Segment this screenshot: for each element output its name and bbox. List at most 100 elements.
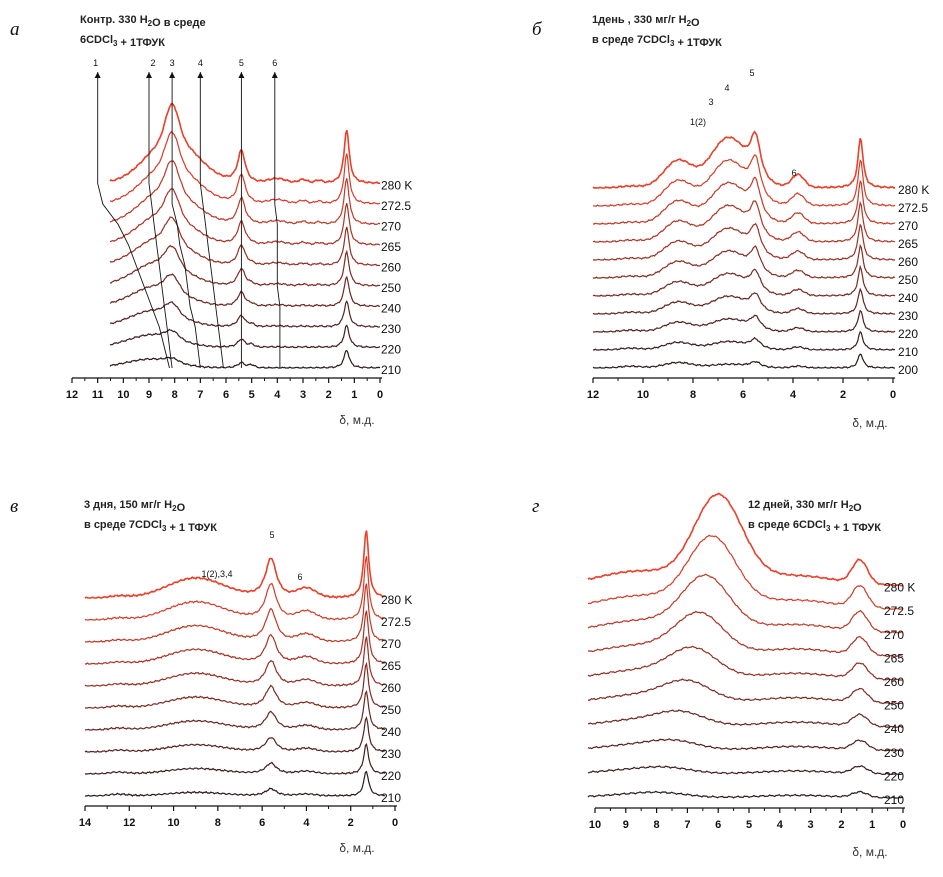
x-tick-label: 14 xyxy=(79,817,92,829)
spectrum-trace xyxy=(592,130,896,189)
peak-label: 1 xyxy=(93,58,98,68)
peak-label: 5 xyxy=(269,530,274,540)
panel-g: г 12 дней, 330 мг/г H2O в среде 6CDCl3 + 1… xyxy=(532,492,915,859)
temperature-label: 272.5 xyxy=(381,615,411,629)
x-tick-label: 4 xyxy=(790,389,797,401)
spectrum-trace xyxy=(587,709,904,728)
spectrum-trace xyxy=(587,610,904,658)
peak-arrow xyxy=(97,72,170,369)
x-tick-label: 8 xyxy=(172,389,178,401)
temperature-label: 265 xyxy=(381,240,401,254)
temperature-label: 250 xyxy=(381,281,401,295)
spectrum-trace xyxy=(587,492,904,587)
temperature-label: 220 xyxy=(898,327,918,341)
arrow-head xyxy=(271,72,278,78)
spectrum-trace xyxy=(592,200,896,243)
peak-label: 6 xyxy=(272,58,277,68)
peak-label: 6 xyxy=(297,572,302,582)
spectrum-trace xyxy=(592,264,896,297)
spectrum-trace xyxy=(84,689,386,731)
peak-label: 4 xyxy=(198,58,203,68)
spectrum-trace xyxy=(593,243,896,279)
x-tick-label: 10 xyxy=(637,389,649,401)
x-tick-label: 12 xyxy=(123,817,135,829)
arrow-head xyxy=(146,72,152,78)
x-tick-label: 0 xyxy=(900,819,906,831)
panel-v: в 3 дня, 150 мг/г H2O в среде 7CDCl3 + 1 Т… xyxy=(10,496,412,855)
peak-arrow xyxy=(148,72,173,369)
x-tick-label: 9 xyxy=(146,389,152,401)
temperature-label: 270 xyxy=(381,220,401,234)
panel-header-line: 12 дней, 330 мг/г H2O xyxy=(748,499,862,514)
arrow-head xyxy=(94,72,101,78)
spectrum-trace xyxy=(587,645,903,681)
x-tick-label: 0 xyxy=(377,389,383,401)
spectrum-trace xyxy=(587,765,904,776)
temperature-label: 230 xyxy=(381,322,401,336)
temperature-label: 240 xyxy=(381,725,401,739)
temperature-label: 210 xyxy=(898,345,918,359)
temperature-label: 265 xyxy=(381,659,401,673)
x-tick-label: 2 xyxy=(838,819,844,831)
x-tick-label: 12 xyxy=(587,389,599,401)
x-tick-label: 1 xyxy=(869,819,875,831)
panel-letter: в xyxy=(10,496,18,517)
x-axis-label: δ, м.д. xyxy=(339,413,374,427)
temperature-label: 260 xyxy=(884,675,904,689)
panel-header-line: в среде 6CDCl3 + 1 ТФУК xyxy=(748,519,881,534)
x-tick-label: 11 xyxy=(92,389,104,401)
spectrum-trace xyxy=(84,716,386,753)
spectrum-trace xyxy=(109,160,381,226)
x-tick-label: 8 xyxy=(690,389,696,401)
x-tick-label: 5 xyxy=(249,389,255,401)
arrow-head xyxy=(197,72,204,78)
spectrum-trace xyxy=(109,349,381,369)
x-tick-label: 2 xyxy=(840,389,846,401)
x-tick-label: 1 xyxy=(351,389,357,401)
panel-letter: а xyxy=(10,19,20,40)
temperature-label: 272.5 xyxy=(381,199,411,213)
spectrum-trace xyxy=(85,770,386,797)
x-tick-label: 12 xyxy=(66,389,78,401)
x-tick-label: 3 xyxy=(300,389,306,401)
peak-label: 5 xyxy=(749,68,754,78)
x-tick-label: 0 xyxy=(890,389,896,401)
panel-b: б 1день , 330 мг/г H2O в среде 7CDCl3 + 1Т… xyxy=(532,14,929,430)
arrow-head xyxy=(238,72,245,78)
x-tick-label: 8 xyxy=(654,819,660,831)
x-tick-label: 4 xyxy=(777,819,784,831)
x-tick-label: 7 xyxy=(197,389,203,401)
peak-arrow xyxy=(171,72,201,369)
spectrum-trace xyxy=(84,661,386,709)
x-tick-label: 6 xyxy=(223,389,229,401)
spectrum-trace xyxy=(587,534,904,610)
spectrum-trace xyxy=(592,287,895,315)
x-tick-label: 7 xyxy=(684,819,690,831)
temperature-label: 260 xyxy=(381,261,401,275)
peak-arrow xyxy=(274,72,281,368)
spectrum-trace xyxy=(84,742,386,775)
spectrum-trace xyxy=(109,324,381,349)
panel-header-line: 6CDCl3 + 1ТФУК xyxy=(80,34,165,49)
temperature-label: 272.5 xyxy=(884,604,914,618)
temperature-label: 272.5 xyxy=(898,201,928,215)
spectrum-trace xyxy=(592,222,896,261)
panel-letter: б xyxy=(532,19,543,40)
spectrum-trace xyxy=(110,130,381,205)
panel-letter: г xyxy=(532,496,539,517)
temperature-label: 230 xyxy=(884,746,904,760)
spectrum-trace xyxy=(84,636,385,687)
temperature-label: 220 xyxy=(381,769,401,783)
spectrum-trace xyxy=(587,573,904,634)
x-tick-label: 6 xyxy=(715,819,721,831)
temperature-label: 280 K xyxy=(381,593,412,607)
x-tick-label: 5 xyxy=(746,819,752,831)
x-tick-label: 10 xyxy=(589,819,601,831)
x-tick-label: 2 xyxy=(326,389,332,401)
spectrum-trace xyxy=(84,556,386,621)
x-tick-label: 9 xyxy=(623,819,629,831)
spectrum-trace xyxy=(593,176,896,225)
temperature-label: 265 xyxy=(898,237,918,251)
temperature-label: 200 xyxy=(898,363,918,377)
x-axis-label: δ, м.д. xyxy=(852,845,887,859)
